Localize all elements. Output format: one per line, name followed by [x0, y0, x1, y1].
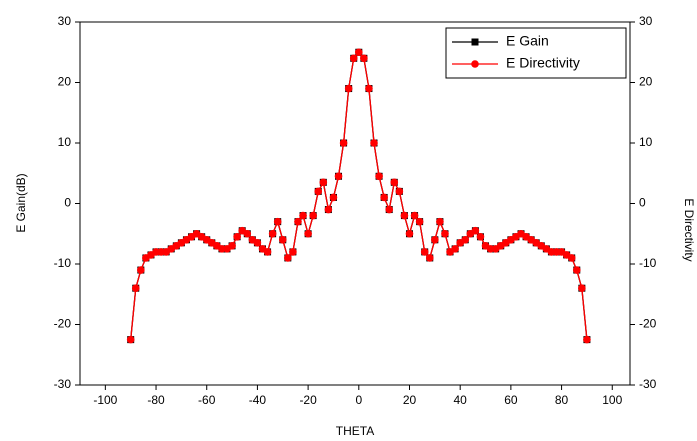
marker	[355, 48, 363, 57]
x-tick-label: 60	[504, 393, 518, 407]
marker	[441, 229, 449, 238]
marker	[415, 217, 424, 226]
series-line	[130, 51, 588, 340]
marker	[567, 254, 576, 262]
y2-tick-label: 0	[639, 196, 646, 210]
marker	[319, 178, 328, 187]
marker	[329, 193, 338, 202]
marker	[476, 232, 485, 241]
legend-label: E Gain	[506, 33, 549, 49]
x-tick-label: -100	[93, 393, 117, 407]
marker	[126, 335, 135, 344]
marker	[370, 139, 378, 147]
marker	[243, 229, 252, 238]
marker	[299, 211, 307, 220]
marker	[431, 236, 439, 244]
marker	[583, 335, 591, 344]
x-tick-label: -80	[147, 393, 165, 407]
marker	[420, 248, 429, 256]
marker	[339, 139, 348, 147]
marker	[572, 266, 581, 274]
y2-tick-label: -30	[639, 377, 657, 391]
marker	[137, 266, 145, 274]
marker	[314, 187, 323, 196]
marker	[390, 178, 399, 187]
x-tick-label: 40	[454, 393, 468, 407]
y-tick-label: -10	[54, 256, 72, 270]
marker	[349, 54, 358, 63]
marker	[410, 211, 419, 220]
marker	[461, 236, 470, 244]
marker	[334, 172, 343, 181]
marker	[425, 254, 434, 262]
marker	[395, 187, 404, 196]
y2-tick-label: 10	[639, 135, 653, 149]
y-tick-label: -30	[54, 377, 72, 391]
marker	[400, 211, 409, 220]
x-tick-label: 20	[403, 393, 417, 407]
legend-label: E Directivity	[506, 55, 580, 71]
marker	[294, 217, 302, 226]
marker	[344, 84, 353, 93]
marker	[268, 229, 277, 238]
x-tick-label: -20	[299, 393, 317, 407]
marker	[228, 242, 236, 250]
x-tick-label: -60	[198, 393, 216, 407]
marker	[278, 236, 287, 244]
legend-marker	[471, 60, 479, 68]
legend-marker	[471, 38, 479, 46]
legend-box	[445, 27, 627, 79]
x-tick-label: -40	[249, 393, 267, 407]
y2-axis-label: E Directivity	[682, 198, 696, 261]
marker	[324, 205, 333, 214]
y-axis-label: E Gain(dB)	[14, 173, 28, 232]
y2-tick-label: 30	[639, 14, 653, 28]
marker	[365, 84, 373, 93]
marker	[360, 54, 368, 63]
y-tick-label: 20	[58, 75, 72, 89]
y-tick-label: -20	[54, 317, 72, 331]
marker	[471, 226, 480, 235]
marker	[578, 284, 586, 293]
marker	[451, 245, 459, 253]
marker	[253, 239, 262, 247]
marker	[385, 205, 394, 214]
x-tick-label: 80	[555, 393, 569, 407]
marker	[263, 248, 272, 256]
y-tick-label: 0	[64, 196, 71, 210]
y-tick-label: 10	[58, 135, 72, 149]
y2-tick-label: -10	[639, 256, 657, 270]
marker	[284, 254, 292, 262]
y2-tick-label: -20	[639, 317, 657, 331]
y-tick-label: 30	[58, 14, 72, 28]
x-tick-label: 100	[602, 393, 622, 407]
marker	[304, 229, 312, 238]
marker	[309, 211, 317, 220]
marker	[233, 232, 241, 241]
x-axis-label: THETA	[336, 424, 374, 438]
y2-tick-label: 20	[639, 75, 653, 89]
marker	[405, 229, 414, 238]
marker	[131, 284, 140, 293]
marker	[436, 217, 444, 226]
marker	[380, 193, 388, 202]
series-line	[130, 51, 588, 340]
x-tick-label: 0	[355, 393, 362, 407]
marker	[289, 248, 297, 256]
marker	[273, 217, 282, 226]
marker	[375, 172, 383, 181]
